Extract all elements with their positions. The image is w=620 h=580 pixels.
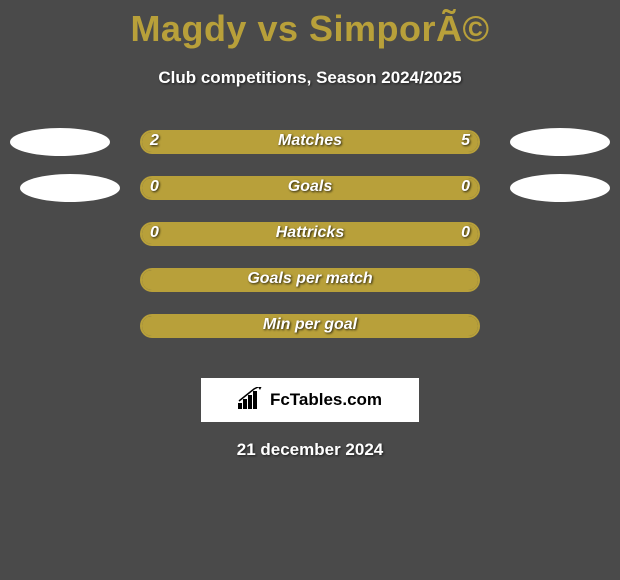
stat-value-right: 0	[461, 178, 470, 196]
comparison-widget: Magdy vs SimporÃ© Club competitions, Sea…	[0, 0, 620, 460]
logo-text: FcTables.com	[270, 390, 382, 410]
stats-area: 2 Matches 5 0 Goals 0 0 Hattricks 0	[0, 130, 620, 360]
stat-value-left: 0	[150, 178, 159, 196]
page-title: Magdy vs SimporÃ©	[0, 0, 620, 50]
player-left-oval	[10, 128, 110, 156]
bar-fill-left	[142, 224, 478, 244]
source-logo[interactable]: FcTables.com	[201, 378, 419, 422]
bar-track	[140, 314, 480, 338]
player-right-oval	[510, 174, 610, 202]
bar-fill-left	[142, 316, 478, 336]
stat-value-left: 2	[150, 132, 159, 150]
bar-track	[140, 268, 480, 292]
stat-row-hattricks: 0 Hattricks 0	[0, 222, 620, 268]
stat-row-matches: 2 Matches 5	[0, 130, 620, 176]
stat-row-gpm: Goals per match	[0, 268, 620, 314]
player-right-oval	[510, 128, 610, 156]
bar-track	[140, 222, 480, 246]
bar-fill-left	[142, 270, 478, 290]
bar-track	[140, 176, 480, 200]
stat-value-right: 0	[461, 224, 470, 242]
stat-row-mpg: Min per goal	[0, 314, 620, 360]
footer-date: 21 december 2024	[0, 440, 620, 460]
bar-track	[140, 130, 480, 154]
stat-value-right: 5	[461, 132, 470, 150]
bar-fill-left	[142, 178, 478, 198]
stat-value-left: 0	[150, 224, 159, 242]
stat-row-goals: 0 Goals 0	[0, 176, 620, 222]
subtitle: Club competitions, Season 2024/2025	[0, 68, 620, 88]
bar-fill-right	[236, 132, 478, 152]
player-left-oval	[20, 174, 120, 202]
bar-chart-icon	[238, 387, 264, 414]
